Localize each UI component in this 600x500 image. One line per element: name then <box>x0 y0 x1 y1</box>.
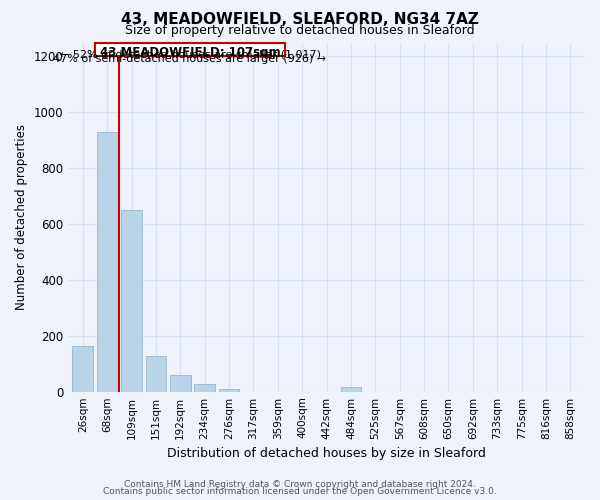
Text: 47% of semi-detached houses are larger (926) →: 47% of semi-detached houses are larger (… <box>53 54 326 64</box>
Y-axis label: Number of detached properties: Number of detached properties <box>15 124 28 310</box>
Bar <box>219 390 239 392</box>
Text: Size of property relative to detached houses in Sleaford: Size of property relative to detached ho… <box>125 24 475 37</box>
Bar <box>97 132 118 392</box>
Bar <box>121 210 142 392</box>
Text: 43, MEADOWFIELD, SLEAFORD, NG34 7AZ: 43, MEADOWFIELD, SLEAFORD, NG34 7AZ <box>121 12 479 28</box>
Bar <box>170 375 191 392</box>
X-axis label: Distribution of detached houses by size in Sleaford: Distribution of detached houses by size … <box>167 447 486 460</box>
Bar <box>194 384 215 392</box>
Bar <box>146 356 166 392</box>
Text: 43 MEADOWFIELD: 107sqm: 43 MEADOWFIELD: 107sqm <box>100 46 280 59</box>
Text: Contains HM Land Registry data © Crown copyright and database right 2024.: Contains HM Land Registry data © Crown c… <box>124 480 476 489</box>
Text: Contains public sector information licensed under the Open Government Licence v3: Contains public sector information licen… <box>103 487 497 496</box>
Bar <box>341 388 361 392</box>
FancyBboxPatch shape <box>95 43 285 57</box>
Bar <box>73 346 93 392</box>
Text: ← 52% of detached houses are smaller (1,017): ← 52% of detached houses are smaller (1,… <box>59 50 320 60</box>
